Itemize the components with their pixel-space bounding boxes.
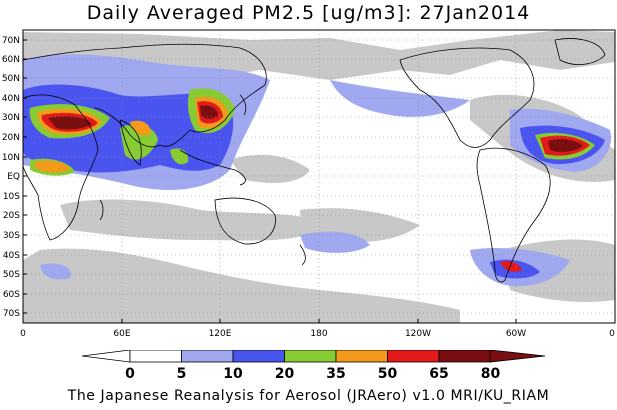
lat-label: 40S [3,251,20,261]
legend-tick-label: 5 [177,366,187,382]
map-title: Daily Averaged PM2.5 [ug/m3]: 27Jan2014 [86,2,531,24]
legend-box [284,349,337,363]
legend-box [387,349,440,363]
lat-label: 20N [2,133,20,143]
legend-box [232,349,285,363]
legend-tick-label: 65 [429,366,448,382]
legend-box [129,349,182,363]
legend-tick-label: 0 [125,366,135,382]
legend-boxes [129,349,491,363]
legend-arrow-low [81,349,131,363]
legend-arrow-high [489,349,546,363]
legend-tick-label: 35 [326,366,345,382]
lat-label: 20S [3,211,20,221]
lat-label: 60S [3,290,20,300]
lat-label: EQ [7,172,20,182]
lon-label: 180 [310,329,327,339]
lon-label: 120E [209,329,232,339]
pm25-band-80-plus [48,105,583,153]
lat-labels: 70N 60N 50N 40N 30N 20N 10N EQ 10S 20S 3… [2,36,20,319]
legend-tick-label: 10 [223,366,243,382]
pm25-field [23,30,615,323]
lat-label: 70N [2,36,20,46]
pm25-map: 70N 60N 50N 40N 30N 20N 10N EQ 10S 20S 3… [2,29,616,339]
legend-box [181,349,234,363]
legend-tick-label: 20 [275,366,295,382]
lon-label: 120W [405,329,431,339]
lon-label: 0 [20,329,26,339]
lat-label: 40N [2,94,20,104]
color-legend: 0 5 10 20 35 50 65 80 [0,349,617,386]
legend-box [335,349,388,363]
legend-tick-label: 80 [481,366,501,382]
lon-labels: 0 60E 120E 180 120W 60W 0 [20,329,615,339]
legend-svg: 0 5 10 20 35 50 65 80 [81,349,546,382]
lat-label: 50N [2,74,20,84]
lon-label: 60E [113,329,130,339]
lat-label: 10S [3,192,20,202]
legend-tick-label: 50 [378,366,398,382]
map-svg: 70N 60N 50N 40N 30N 20N 10N EQ 10S 20S 3… [2,29,616,339]
gridlines [23,30,615,323]
lon-label: 0 [609,329,615,339]
legend-tick-labels: 0 5 10 20 35 50 65 80 [125,366,500,382]
lat-label: 70S [3,309,20,319]
legend-box [438,349,491,363]
lat-label: 10N [2,153,20,163]
lat-label: 60N [2,55,20,65]
lat-label: 30S [3,231,20,241]
lat-label: 30N [2,113,20,123]
coastlines [23,38,606,283]
lat-label: 50S [3,270,20,280]
lon-label: 60W [506,329,526,339]
footer-credit: The Japanese Reanalysis for Aerosol (JRA… [67,388,550,404]
axis-ticks [23,39,517,323]
